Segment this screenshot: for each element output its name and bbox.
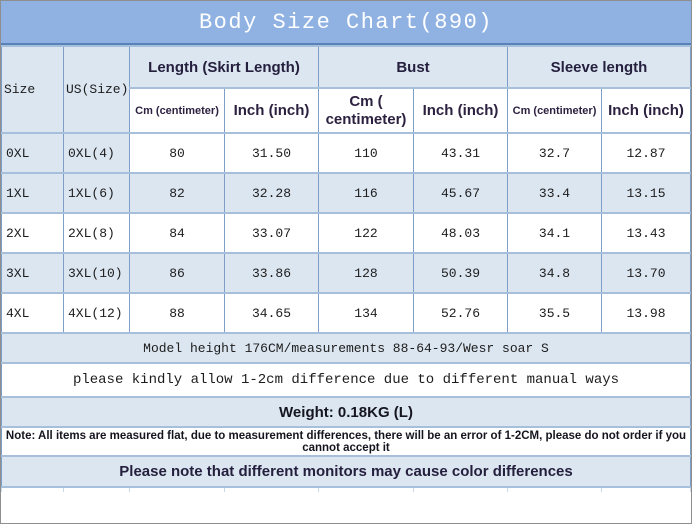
sleeve-group-header: Sleeve length [507,45,691,89]
size-cell: 2XL [1,212,64,254]
size-cell: 1XL [1,172,64,214]
sleeve-cm-cell: 34.1 [507,212,602,254]
size-cell: 0XL [1,132,64,174]
page-title: Body Size Chart(890) [1,1,691,45]
bust-group-header: Bust [318,45,508,89]
us-cell: 0XL(4) [63,132,130,174]
bust-cm-header: Cm ( centimeter) [318,87,414,134]
sleeve-inch-cell: 12.87 [601,132,691,174]
us-cell: 2XL(8) [63,212,130,254]
table-row: 3XL 3XL(10) 86 33.86 128 50.39 34.8 13.70 [1,252,691,294]
bust-inch-cell: 43.31 [413,132,508,174]
size-cell: 3XL [1,252,64,294]
note-monitor: Please note that different monitors may … [1,455,691,488]
length-cm-cell: 82 [129,172,225,214]
sleeve-cm-cell: 32.7 [507,132,602,174]
sleeve-cm-cell: 35.5 [507,292,602,334]
bust-inch-header: Inch (inch) [413,87,508,134]
length-cm-cell: 84 [129,212,225,254]
length-inch-header: Inch (inch) [224,87,319,134]
length-group-header: Length (Skirt Length) [129,45,319,89]
us-cell: 4XL(12) [63,292,130,334]
header-unit-row: Cm (centimeter) Inch (inch) Cm ( centime… [2,87,691,134]
sleeve-cm-cell: 34.8 [507,252,602,294]
us-cell: 3XL(10) [63,252,130,294]
header-group-row: Size US(Size) Length (Skirt Length) Bust… [1,45,691,134]
sleeve-cm-cell: 33.4 [507,172,602,214]
size-table-notes: Model height 176CM/measurements 88-64-93… [1,332,691,492]
table-row: 0XL 0XL(4) 80 31.50 110 43.31 32.7 12.87 [1,132,691,174]
us-cell: 1XL(6) [63,172,130,214]
length-cm-cell: 80 [129,132,225,174]
bottom-strip-row [1,486,691,492]
bust-inch-cell: 52.76 [413,292,508,334]
size-column-header: Size [1,45,64,134]
bust-cm-cell: 110 [318,132,414,174]
size-table-header: Size US(Size) Length (Skirt Length) Bust… [1,45,691,134]
size-cell: 4XL [1,292,64,334]
bust-inch-cell: 48.03 [413,212,508,254]
length-inch-cell: 33.86 [224,252,319,294]
sleeve-inch-cell: 13.70 [601,252,691,294]
sleeve-inch-cell: 13.15 [601,172,691,214]
bust-cm-cell: 116 [318,172,414,214]
us-size-column-header: US(Size) [63,45,130,134]
bust-inch-cell: 45.67 [413,172,508,214]
note-row-tolerance: please kindly allow 1-2cm difference due… [1,362,691,398]
sleeve-inch-cell: 13.43 [601,212,691,254]
note-row-monitor: Please note that different monitors may … [1,455,691,488]
bust-cm-cell: 122 [318,212,414,254]
length-inch-cell: 34.65 [224,292,319,334]
length-cm-cell: 86 [129,252,225,294]
bust-inch-cell: 50.39 [413,252,508,294]
note-model-height: Model height 176CM/measurements 88-64-93… [1,332,691,364]
length-inch-cell: 31.50 [224,132,319,174]
size-table: Size US(Size) Length (Skirt Length) Bust… [1,45,691,492]
length-inch-cell: 32.28 [224,172,319,214]
note-row-weight: Weight: 0.18KG (L) [1,396,691,428]
length-inch-cell: 33.07 [224,212,319,254]
size-table-body: 0XL 0XL(4) 80 31.50 110 43.31 32.7 12.87 1XL 1XL(… [1,132,691,334]
note-row-model-height: Model height 176CM/measurements 88-64-93… [1,332,691,364]
bust-cm-cell: 134 [318,292,414,334]
sleeve-cm-header: Cm (centimeter) [507,87,602,134]
note-tolerance: please kindly allow 1-2cm difference due… [1,362,691,398]
bust-cm-cell: 128 [318,252,414,294]
length-cm-header: Cm (centimeter) [129,87,225,134]
sleeve-inch-cell: 13.98 [601,292,691,334]
table-row: 2XL 2XL(8) 84 33.07 122 48.03 34.1 13.43 [1,212,691,254]
note-weight: Weight: 0.18KG (L) [1,396,691,428]
note-row-measure-error: Note: All items are measured flat, due t… [1,426,691,457]
note-measure-error: Note: All items are measured flat, due t… [1,426,691,457]
length-cm-cell: 88 [129,292,225,334]
sleeve-inch-header: Inch (inch) [601,87,691,134]
table-row: 4XL 4XL(12) 88 34.65 134 52.76 35.5 13.98 [1,292,691,334]
table-row: 1XL 1XL(6) 82 32.28 116 45.67 33.4 13.15 [1,172,691,214]
